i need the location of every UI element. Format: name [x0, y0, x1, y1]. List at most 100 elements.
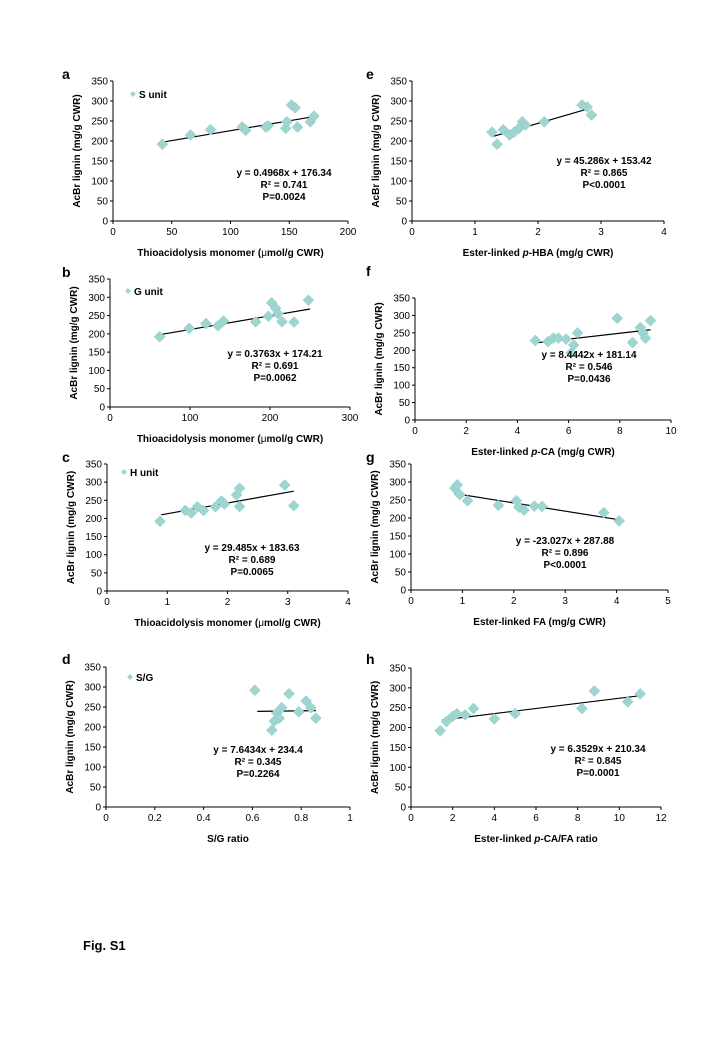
- legend-marker: [121, 469, 127, 475]
- data-point: [440, 715, 453, 728]
- regression-equation-line: R² = 0.845: [575, 756, 622, 767]
- data-point: [239, 124, 252, 137]
- chart-panel-h: h 0 50 100 150 200 250 300 350 0 2 4 6 8 10 12 Ester-lin…: [366, 651, 667, 845]
- x-tick-label: 1: [472, 227, 478, 238]
- data-point: [529, 334, 542, 347]
- data-point: [639, 332, 652, 344]
- regression-equation-line: y = -23.027x + 287.88: [516, 536, 615, 547]
- panel-letter: d: [62, 651, 71, 667]
- data-point: [185, 507, 198, 519]
- data-point: [467, 702, 480, 715]
- x-tick-label: 10: [614, 813, 626, 824]
- x-tick-label: 150: [281, 227, 298, 238]
- regression-equation-line: R² = 0.689: [229, 555, 276, 566]
- trendline: [257, 710, 316, 712]
- x-tick-label: 0: [408, 596, 414, 607]
- trendline: [442, 694, 643, 721]
- data-point: [611, 312, 624, 325]
- panel-letter: h: [366, 651, 375, 667]
- legend-marker: [125, 288, 131, 294]
- x-tick-label: 10: [665, 426, 677, 437]
- data-point: [233, 482, 246, 495]
- y-tick-label: 250: [393, 328, 410, 339]
- x-tick-label: 0.8: [294, 813, 308, 824]
- data-point: [217, 315, 230, 327]
- y-tick-label: 100: [85, 550, 102, 561]
- x-tick-label: 0: [103, 813, 109, 824]
- x-tick-label: 1: [347, 813, 353, 824]
- data-point: [571, 327, 584, 339]
- legend-label: G unit: [134, 287, 164, 298]
- data-point: [281, 115, 293, 128]
- y-axis-title: AcBr lignin (mg/g CWR): [371, 94, 382, 207]
- y-tick-label: 50: [399, 398, 411, 409]
- y-tick-label: 150: [393, 363, 410, 374]
- y-tick-label: 350: [389, 664, 406, 675]
- data-point: [209, 500, 222, 513]
- chart-panel-d: d 0 50 100 150 200 250 300 350 0 0.2 0.4 0.6 0.8 1 S/G …: [62, 651, 353, 845]
- x-tick-label: 0: [107, 413, 113, 424]
- regression-equation-line: P=0.0065: [230, 567, 274, 578]
- x-axis-title: Ester-linked p-CA (mg/g CWR): [471, 447, 615, 458]
- x-tick-label: 0: [412, 426, 418, 437]
- y-tick-label: 150: [88, 348, 105, 359]
- data-point: [300, 695, 312, 707]
- y-tick-label: 50: [91, 568, 103, 579]
- x-tick-label: 8: [617, 426, 623, 437]
- x-tick-label: 0.2: [148, 813, 162, 824]
- data-point: [461, 494, 474, 507]
- x-axis-title: Thioacidolysis monomer (μmol/g CWR): [134, 618, 320, 629]
- x-tick-label: 12: [655, 813, 667, 824]
- y-tick-label: 250: [389, 496, 406, 507]
- data-point: [626, 336, 639, 349]
- panel-letter: a: [62, 66, 70, 82]
- y-tick-label: 100: [389, 550, 406, 561]
- y-tick-label: 0: [401, 217, 407, 228]
- y-tick-label: 300: [85, 478, 102, 489]
- y-tick-label: 150: [91, 157, 108, 168]
- y-tick-label: 350: [389, 460, 406, 471]
- data-point: [459, 709, 472, 721]
- x-tick-label: 200: [340, 227, 357, 238]
- data-point: [538, 115, 551, 128]
- legend-marker: [130, 91, 136, 97]
- x-tick-label: 0: [409, 227, 415, 238]
- y-tick-label: 150: [389, 743, 406, 754]
- y-tick-label: 250: [390, 117, 407, 128]
- data-point: [588, 685, 601, 697]
- regression-equation-line: R² = 0.741: [261, 180, 308, 191]
- data-point: [289, 101, 301, 114]
- y-tick-label: 200: [390, 137, 407, 148]
- y-tick-label: 50: [395, 783, 407, 794]
- data-point: [644, 314, 657, 327]
- y-tick-label: 150: [84, 743, 101, 754]
- panel-letter: e: [366, 66, 374, 82]
- data-point: [492, 499, 505, 512]
- x-tick-label: 4: [614, 596, 620, 607]
- data-point: [179, 504, 192, 517]
- panel-letter: b: [62, 264, 71, 280]
- x-tick-label: 2: [535, 227, 541, 238]
- data-point: [567, 339, 580, 351]
- y-tick-label: 350: [393, 294, 410, 305]
- data-point: [287, 499, 300, 512]
- regression-equation-line: y = 45.286x + 153.42: [556, 156, 652, 167]
- data-point: [248, 684, 261, 697]
- data-point: [518, 504, 530, 516]
- y-tick-label: 250: [85, 496, 102, 507]
- data-point: [575, 702, 588, 715]
- x-tick-label: 1: [164, 597, 170, 608]
- y-tick-label: 350: [88, 275, 105, 286]
- y-tick-label: 200: [88, 329, 105, 340]
- x-tick-label: 100: [182, 413, 199, 424]
- y-tick-label: 50: [97, 197, 109, 208]
- data-point: [486, 126, 498, 139]
- data-point: [183, 322, 196, 335]
- y-tick-label: 100: [91, 177, 108, 188]
- legend-label: S/G: [136, 673, 153, 684]
- x-axis-title: Ester-linked FA (mg/g CWR): [473, 617, 605, 628]
- data-point: [519, 119, 532, 131]
- y-axis-title: AcBr lignin (mg/g CWR): [374, 302, 385, 415]
- y-tick-label: 0: [400, 803, 406, 814]
- y-axis-title: AcBr lignin (mg/g CWR): [65, 680, 76, 793]
